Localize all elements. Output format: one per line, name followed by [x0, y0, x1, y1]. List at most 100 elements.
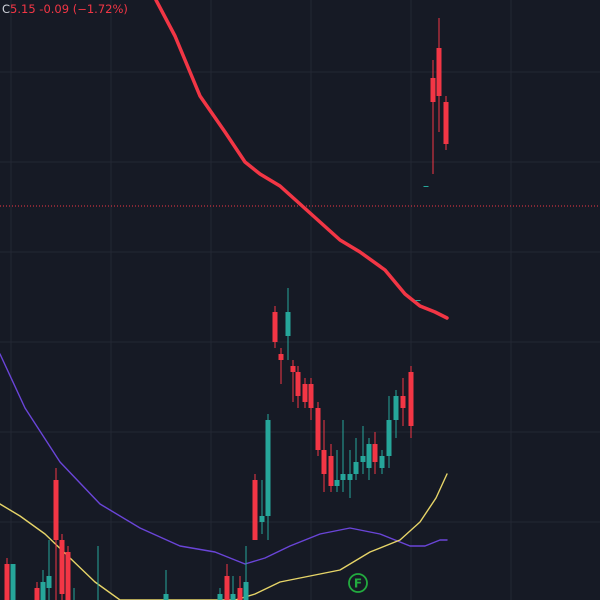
- candlestick: [217, 588, 223, 600]
- candle-body: [372, 444, 378, 462]
- earnings-flag-icon[interactable]: F: [348, 573, 368, 593]
- candle-body: [386, 420, 392, 456]
- candle-body: [10, 564, 16, 600]
- close-value: 5.15: [10, 2, 36, 16]
- candlestick: [386, 396, 392, 468]
- candlestick: [430, 60, 436, 174]
- candle-body: [217, 594, 223, 600]
- candlestick: [290, 360, 296, 402]
- candlestick: [347, 450, 353, 498]
- candle-body: [415, 300, 421, 301]
- candlestick: [272, 306, 278, 348]
- candlestick: [360, 426, 366, 474]
- candlestick: [353, 438, 359, 480]
- moving-averages: [0, 0, 449, 600]
- candlestick: [40, 570, 46, 600]
- candle-body: [237, 588, 243, 600]
- candlestick: [237, 576, 243, 600]
- candlestick: [252, 474, 258, 540]
- change-value: -0.09: [39, 2, 70, 16]
- candlestick: [259, 480, 265, 534]
- candle-body: [4, 564, 10, 600]
- candle-body: [315, 408, 321, 450]
- candle-body: [443, 102, 449, 144]
- candle-body: [224, 576, 230, 600]
- candle-body: [278, 354, 284, 360]
- candle-body: [34, 588, 40, 600]
- moving-average-line: [154, 0, 449, 320]
- candlesticks: [4, 18, 449, 600]
- candlestick: [34, 582, 40, 600]
- candlestick: [59, 534, 65, 600]
- candle-body: [53, 480, 59, 540]
- candle-body: [46, 576, 52, 588]
- candlestick: [443, 96, 449, 150]
- candlestick: [328, 444, 334, 492]
- candlestick: [295, 366, 301, 408]
- candlestick: [46, 540, 52, 600]
- candlestick: [97, 546, 99, 600]
- candlestick: [415, 300, 421, 301]
- candlestick: [308, 378, 314, 420]
- candle-body: [393, 396, 399, 420]
- candle-body: [328, 456, 334, 486]
- candle-body: [302, 384, 308, 402]
- candle-body: [308, 384, 314, 408]
- candle-body: [334, 480, 340, 486]
- candle-body: [59, 540, 65, 594]
- candle-body: [423, 186, 429, 187]
- candlestick: [10, 564, 16, 600]
- candlestick: [393, 390, 399, 438]
- candle-body: [265, 420, 271, 516]
- candlestick: [400, 378, 406, 426]
- candle-body: [252, 480, 258, 540]
- candle-body: [65, 552, 71, 600]
- candle-body: [321, 450, 327, 474]
- candlestick: [334, 450, 340, 492]
- candle-body: [272, 312, 278, 342]
- candle-body: [353, 462, 359, 474]
- candlestick: [372, 432, 378, 474]
- candle-body: [259, 516, 265, 522]
- change-percent: (−1.72%): [72, 2, 128, 16]
- candlestick: [423, 186, 429, 187]
- candlestick: [436, 18, 442, 132]
- candlestick: [265, 414, 271, 540]
- candlestick: [408, 366, 414, 438]
- candlestick: [278, 348, 284, 384]
- candlestick: [224, 564, 230, 600]
- candle-body: [40, 582, 46, 600]
- svg-text:F: F: [354, 577, 362, 591]
- candlestick: [379, 450, 385, 474]
- candlestick: [340, 420, 346, 492]
- candlestick: [4, 558, 10, 600]
- candle-body: [400, 396, 406, 408]
- candle-body: [430, 78, 436, 102]
- candlestick: [163, 570, 169, 600]
- candle-body: [163, 594, 169, 600]
- candle-body: [347, 474, 353, 480]
- moving-average-line: [0, 353, 448, 565]
- candlestick: [53, 468, 59, 600]
- candlestick: [302, 378, 308, 408]
- candle-body: [295, 372, 301, 396]
- candlestick: [73, 588, 75, 600]
- candle-body: [408, 372, 414, 426]
- candlestick: [321, 420, 327, 492]
- candle-body: [366, 444, 372, 468]
- candle-body: [290, 366, 296, 372]
- candlestick: [65, 546, 71, 600]
- candle-body: [243, 582, 249, 600]
- candle-body: [379, 456, 385, 468]
- candlestick: [243, 546, 249, 600]
- candlestick: [285, 288, 291, 360]
- candlestick: [315, 402, 321, 456]
- ohlc-legend: C5.15 -0.09 (−1.72%): [2, 2, 128, 16]
- candle-body: [360, 456, 366, 462]
- candle-body: [230, 594, 236, 600]
- candle-body: [285, 312, 291, 336]
- candlestick: [230, 576, 236, 600]
